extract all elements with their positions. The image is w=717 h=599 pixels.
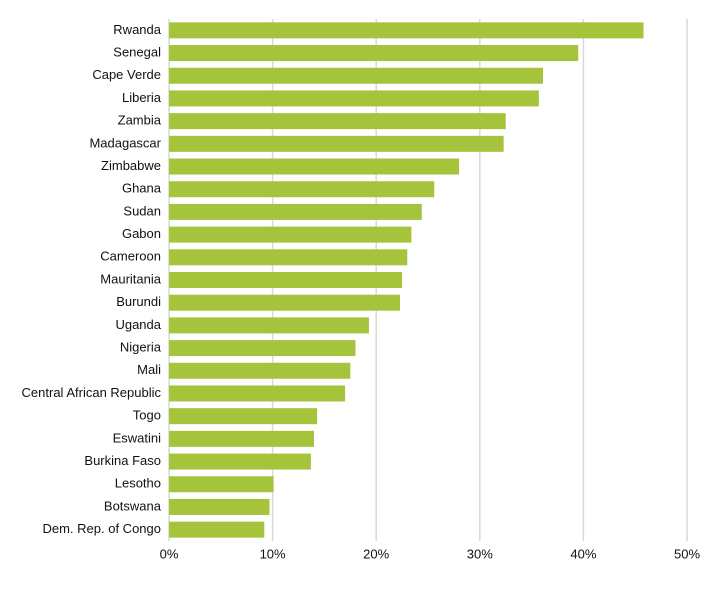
y-tick-label: Senegal [113,44,161,59]
bar [169,158,460,175]
bar [169,340,356,357]
bar [169,430,315,447]
bar [169,135,504,152]
bar [169,45,579,62]
y-tick-label: Nigeria [120,340,162,355]
x-tick-label: 40% [570,546,596,561]
bar [169,317,369,334]
y-tick-label: Cameroon [100,249,161,264]
y-tick-label: Mauritania [100,271,161,286]
x-tick-label: 50% [674,546,700,561]
y-tick-label: Burkina Faso [84,453,161,468]
bar [169,226,412,243]
y-tick-label: Mali [137,362,161,377]
y-tick-label: Zambia [118,113,162,128]
bar [169,67,543,84]
bar [169,249,408,266]
bar [169,453,311,470]
y-tick-label: Central African Republic [22,385,162,400]
y-tick-label: Dem. Rep. of Congo [42,521,161,536]
y-tick-label: Cape Verde [92,67,161,82]
bar [169,203,422,220]
y-tick-label: Sudan [123,203,161,218]
y-tick-label: Togo [133,408,161,423]
bar [169,90,539,107]
bar [169,113,506,130]
bar [169,521,265,538]
y-tick-label: Uganda [115,317,161,332]
bar [169,476,274,493]
y-tick-label: Madagascar [89,135,161,150]
bar [169,362,351,379]
bar [169,272,403,288]
bar [169,294,401,311]
y-tick-label: Rwanda [113,22,161,37]
bar [169,498,270,515]
y-tick-label: Gabon [122,226,161,241]
y-tick-label: Liberia [122,90,162,105]
y-tick-label: Ghana [122,181,162,196]
x-tick-label: 10% [260,546,286,561]
y-tick-label: Eswatini [113,430,162,445]
bar [169,181,435,198]
y-tick-label: Burundi [116,294,161,309]
x-tick-label: 0% [160,546,179,561]
bar [169,22,644,39]
x-tick-label: 20% [363,546,389,561]
bar [169,385,346,402]
y-tick-label: Botswana [104,498,162,513]
y-tick-label: Zimbabwe [101,158,161,173]
bar [169,408,318,425]
x-tick-label: 30% [467,546,493,561]
y-tick-label: Lesotho [115,476,161,491]
